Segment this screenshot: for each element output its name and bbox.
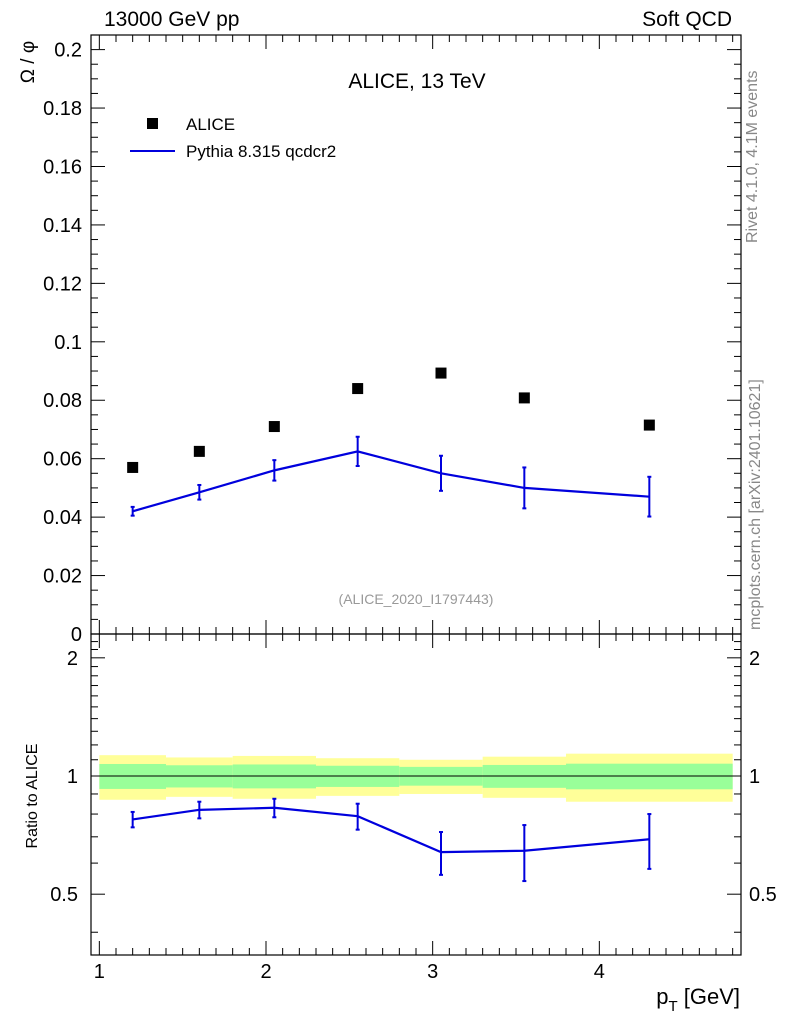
ratio-xtick-label: 4 — [594, 961, 605, 983]
category-label: Soft QCD — [642, 8, 732, 31]
ratio-ytick-label-right: 0.5 — [749, 884, 777, 906]
main-ytick-label: 0.2 — [54, 40, 82, 62]
process-label: 13000 GeV pp — [104, 8, 240, 31]
ratio-ytick-label-left: 2 — [67, 648, 78, 670]
main-ytick-label: 0.02 — [43, 566, 82, 588]
rivet-version-label: Rivet 4.1.0, 4.1M events — [744, 70, 761, 243]
ratio-ytick-label-right: 2 — [749, 648, 760, 670]
data-point — [435, 367, 447, 379]
ratio-xtick-label: 1 — [94, 961, 105, 983]
data-point — [193, 445, 205, 457]
source-label: mcplots.cern.ch [arXiv:2401.10621] — [747, 379, 764, 630]
legend-label-mc: Pythia 8.315 qcdcr2 — [186, 142, 336, 161]
analysis-watermark: (ALICE_2020_I1797443) — [339, 591, 494, 607]
main-ytick-label: 0 — [71, 624, 82, 646]
mc-line — [132, 450, 650, 513]
main-ytick-label: 0.18 — [43, 98, 82, 120]
ratio-xlabel: pT [GeV] — [656, 984, 740, 1015]
ratio-ylabel: Ratio to ALICE — [24, 744, 41, 849]
main-ytick-label: 0.1 — [54, 332, 82, 354]
ratio-mc-line — [132, 806, 650, 854]
main-ylabel: Ω / φ — [18, 41, 39, 83]
main-ytick-label: 0.04 — [43, 507, 82, 529]
legend-marker-data — [147, 118, 158, 129]
ratio-xtick-label: 2 — [260, 961, 271, 983]
main-ytick-label: 0.16 — [43, 156, 82, 178]
data-point — [268, 421, 280, 433]
ratio-ytick-label-left: 0.5 — [50, 884, 78, 906]
main-ytick-label: 0.06 — [43, 449, 82, 471]
data-point — [643, 419, 655, 431]
main-ytick-label: 0.14 — [43, 215, 82, 237]
ratio-ytick-label-right: 1 — [749, 766, 760, 788]
legend-label-data: ALICE — [186, 115, 235, 134]
data-point — [518, 392, 530, 404]
main-ytick-label: 0.12 — [43, 273, 82, 295]
ratio-ytick-label-left: 1 — [67, 766, 78, 788]
data-point — [127, 461, 139, 473]
chart-title: ALICE, 13 TeV — [348, 70, 485, 93]
main-ytick-label: 0.08 — [43, 390, 82, 412]
ratio-xtick-label: 3 — [427, 961, 438, 983]
data-point — [352, 383, 364, 395]
